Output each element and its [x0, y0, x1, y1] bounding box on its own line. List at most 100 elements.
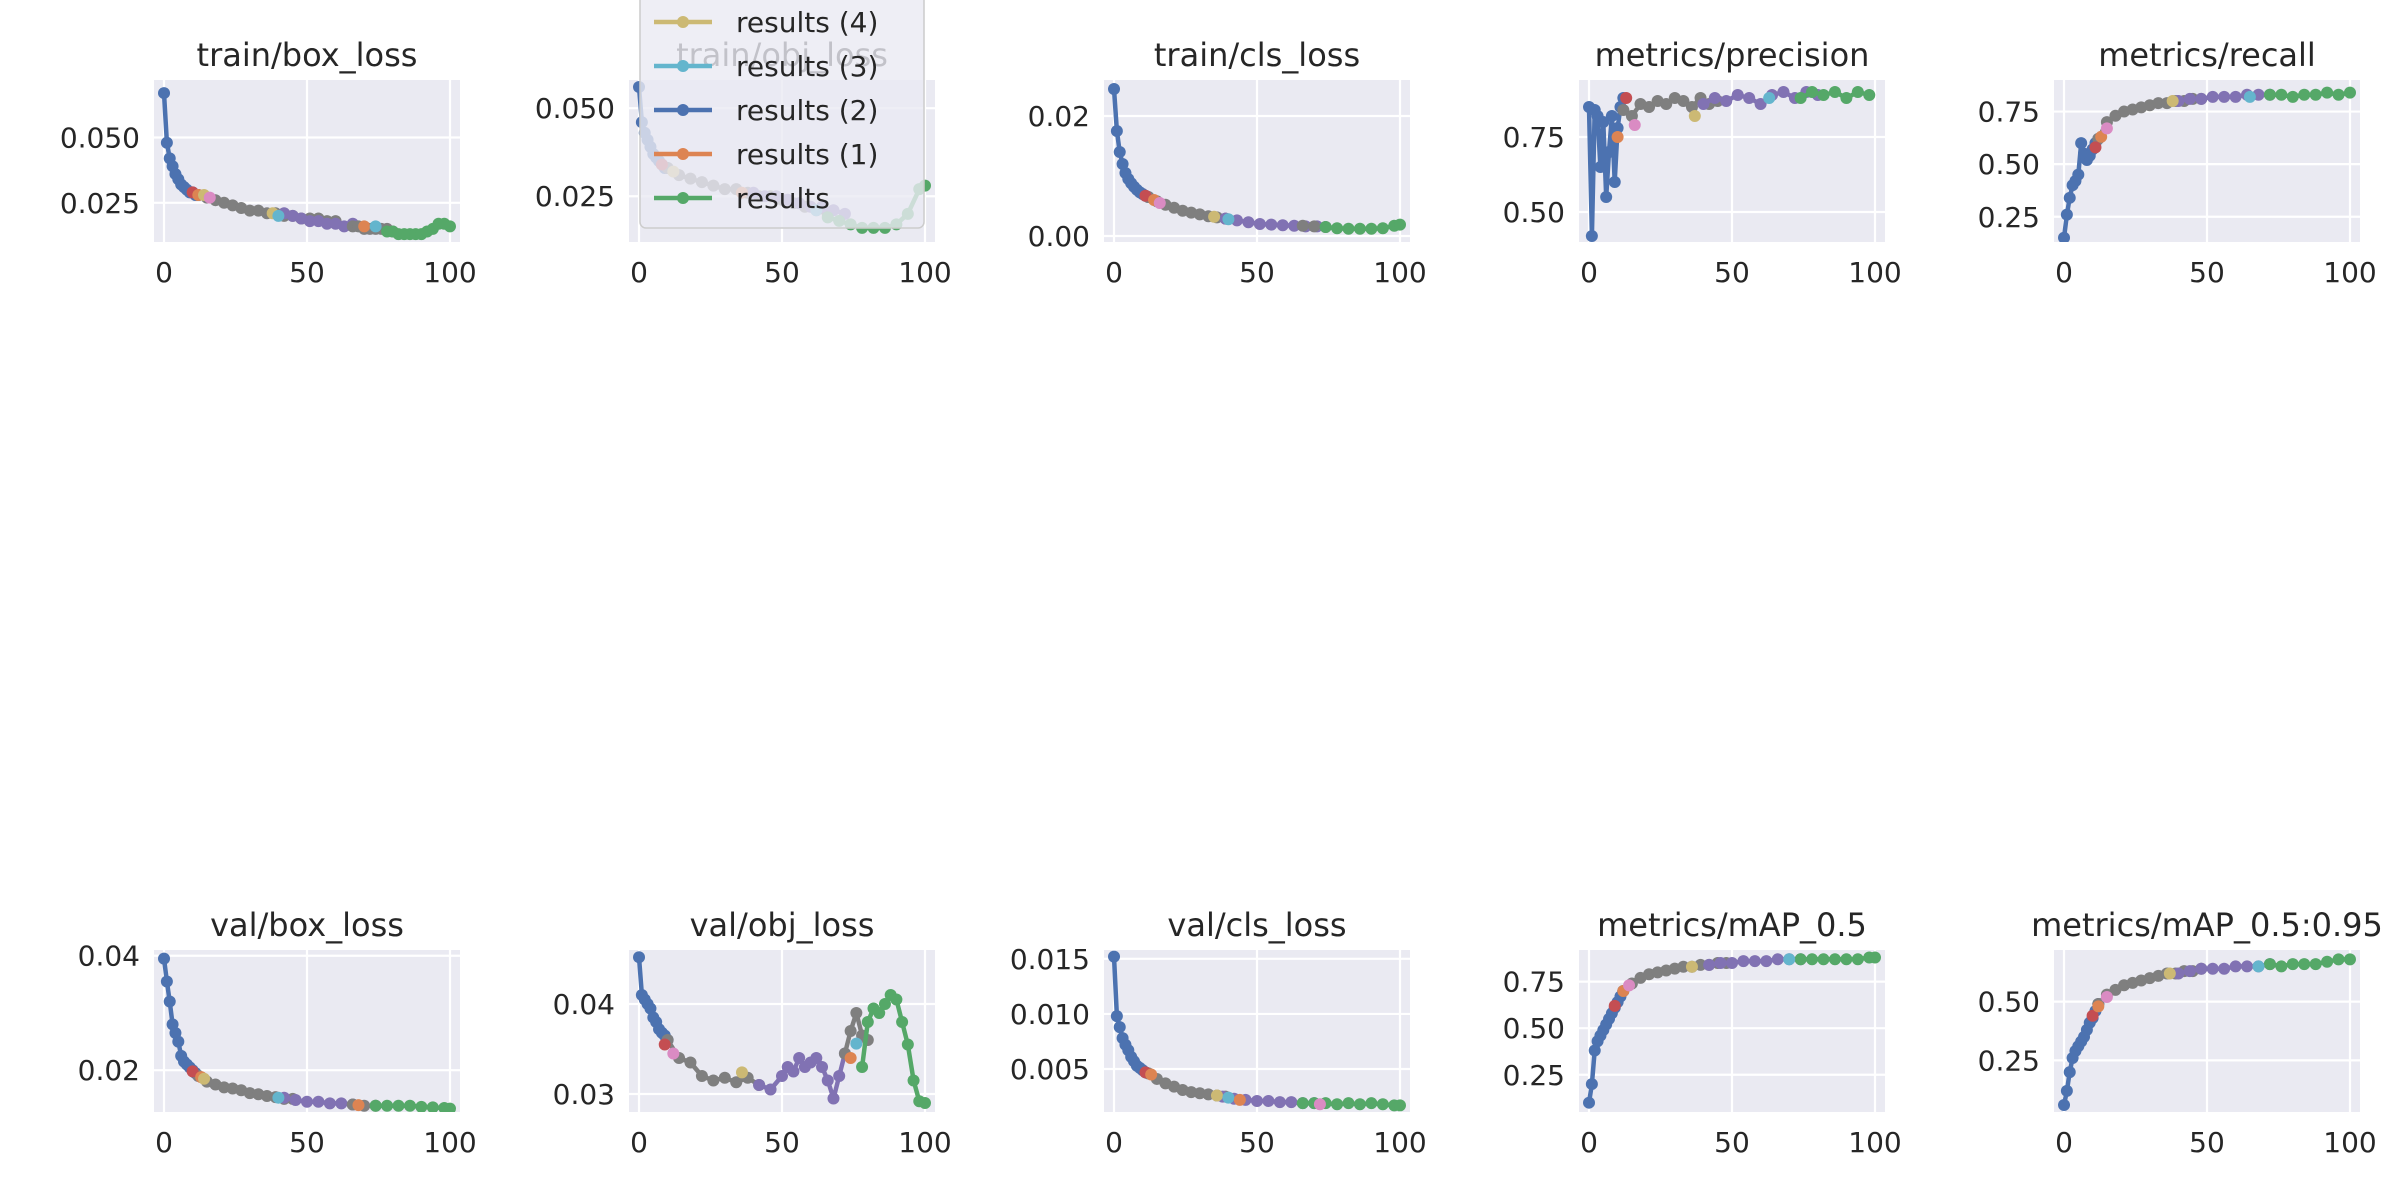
x-tick-label: 50 — [289, 1126, 325, 1159]
series-point-r0 — [426, 1101, 439, 1112]
marker-point — [272, 1091, 285, 1104]
y-tick-label: 0.005 — [1010, 1053, 1090, 1086]
series-point-p_mid — [1262, 1094, 1275, 1107]
x-tick-label: 50 — [1239, 256, 1275, 289]
series-point-r0 — [443, 220, 456, 233]
series-point-p_mid — [827, 1092, 840, 1105]
series-point-r2 — [1108, 83, 1121, 95]
x-tick-label: 0 — [155, 1126, 173, 1159]
x-tick-label: 100 — [898, 256, 951, 289]
panel-title: val/cls_loss — [1167, 906, 1346, 944]
series-point-r2 — [2058, 1098, 2071, 1111]
y-tick-label: 0.02 — [1028, 100, 1090, 133]
marker-point — [2252, 960, 2265, 973]
series-point-r2 — [1603, 146, 1616, 158]
series-point-r2 — [1585, 230, 1598, 242]
series-point-r0 — [878, 998, 891, 1010]
series-point-r0 — [2286, 958, 2299, 971]
panel-metrics-map-0-5-0-95-plot — [2058, 953, 2356, 1111]
series-point-r0 — [2275, 960, 2288, 973]
x-tick-label: 0 — [630, 1126, 648, 1159]
series-point-r2 — [158, 87, 171, 100]
series-point-p_mid — [787, 1065, 800, 1078]
marker-point — [1620, 92, 1633, 104]
series-point-r0 — [2275, 88, 2288, 101]
y-tick-label: 0.04 — [78, 940, 140, 973]
panel-metrics-recall: metrics/recall 0 50 100 0.25 0.50 0.75 — [1978, 36, 2377, 289]
series-point-r2 — [1608, 176, 1621, 188]
series-point-g_late — [1296, 219, 1309, 232]
marker-point — [1153, 197, 1166, 209]
series-point-g_mid — [707, 1074, 720, 1087]
series-point-r0 — [2286, 90, 2299, 103]
panel-val-cls-loss: val/cls_loss 0 50 100 0.005 0.010 0.015 — [1010, 906, 1427, 1159]
series-point-g_mid — [695, 1070, 708, 1082]
series-point-p_mid — [1708, 92, 1721, 104]
y-tick-label: 0.50 — [1978, 148, 2040, 181]
panel-metrics-precision: metrics/precision 0 50 100 0.50 0.75 — [1503, 36, 1902, 289]
legend-entry-results-1: results (1) — [654, 138, 878, 171]
series-point-r0 — [1393, 1099, 1406, 1112]
series-point-g_mid — [1643, 101, 1656, 113]
panel-val-obj-loss-plot — [633, 951, 931, 1109]
series-point-p_mid — [2183, 92, 2196, 105]
x-tick-label: 0 — [1105, 1126, 1123, 1159]
series-point-g_mid — [730, 1076, 743, 1089]
series-point-p_mid — [2195, 962, 2208, 975]
series-point-r0 — [1806, 953, 1819, 966]
series-point-r2 — [1605, 110, 1618, 122]
y-tick-label: 0.75 — [1503, 966, 1565, 999]
legend-marker-r1 — [677, 148, 689, 160]
x-tick-label: 100 — [423, 256, 476, 289]
y-tick-label: 0.010 — [1010, 998, 1090, 1031]
marker-point — [1145, 1068, 1158, 1081]
series-point-g_mid — [718, 1071, 731, 1084]
series-point-p_mid — [303, 215, 316, 228]
marker-point — [1222, 213, 1235, 226]
y-tick-label: 0.50 — [1503, 196, 1565, 229]
series-point-p_mid — [1285, 1096, 1298, 1109]
series-point-p_mid — [1242, 216, 1255, 229]
series-point-r0 — [415, 1100, 428, 1112]
series-point-r0 — [890, 993, 903, 1006]
series-point-r0 — [861, 1016, 874, 1028]
legend-entry-results-2: results (2) — [654, 94, 878, 127]
panel-val-box-loss-plot — [158, 952, 456, 1112]
series-point-g_late — [844, 1025, 857, 1037]
series-point-p_mid — [833, 1070, 846, 1082]
series-point-r0 — [918, 1097, 931, 1109]
x-tick-label: 0 — [1105, 256, 1123, 289]
series-point-p_mid — [321, 217, 334, 230]
series-point-r0 — [2263, 88, 2276, 101]
series-point-r0 — [1840, 953, 1853, 966]
legend-box — [639, 0, 925, 229]
series-point-r2 — [2060, 1084, 2073, 1097]
x-tick-label: 0 — [1580, 256, 1598, 289]
series-point-r0 — [1863, 89, 1876, 101]
panel-val-cls-loss-plot — [1108, 950, 1406, 1112]
series-point-r0 — [1828, 86, 1841, 98]
series-point-p_mid — [312, 1095, 325, 1108]
series-point-r0 — [2332, 88, 2345, 101]
legend-label: results (2) — [736, 94, 878, 127]
series-point-p_mid — [335, 1097, 348, 1110]
series-point-p_mid — [1276, 219, 1289, 232]
y-tick-label: 0.00 — [1028, 220, 1090, 253]
series-point-r0 — [907, 1074, 920, 1087]
panel-title: val/box_loss — [210, 906, 404, 944]
series-point-r0 — [1365, 222, 1378, 235]
series-point-r0 — [873, 1007, 886, 1019]
series-point-r0 — [1296, 1097, 1309, 1110]
series-point-p_mid — [821, 1074, 834, 1087]
series-point-p_mid — [1743, 92, 1756, 104]
x-tick-label: 50 — [289, 256, 325, 289]
series-point-r0 — [1828, 953, 1841, 966]
series-point-r2 — [160, 975, 173, 988]
series-point-r0 — [1376, 1098, 1389, 1111]
series-point-g_mid — [684, 1056, 697, 1069]
series-point-p_mid — [301, 1095, 313, 1108]
series-point-r0 — [1331, 1098, 1344, 1111]
series-point-r0 — [1353, 222, 1366, 235]
series-point-p_mid — [2229, 960, 2242, 973]
